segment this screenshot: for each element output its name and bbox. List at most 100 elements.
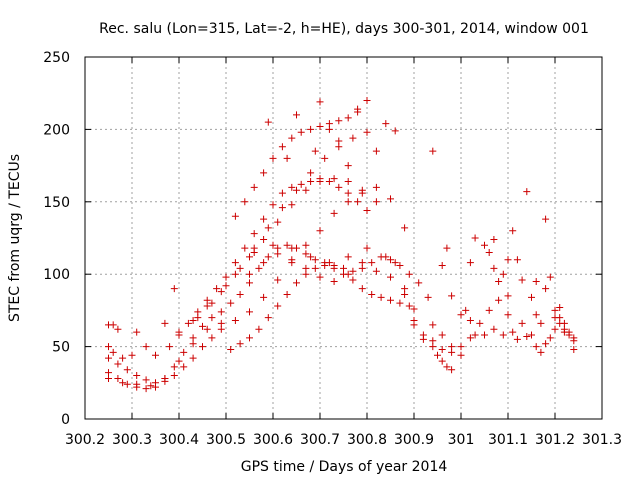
data-point <box>387 195 394 203</box>
data-point <box>457 311 465 319</box>
x-tick-label: 300.7 <box>300 432 340 448</box>
data-point <box>114 360 122 368</box>
data-point <box>490 325 498 333</box>
data-point <box>532 277 540 285</box>
data-point <box>133 380 141 388</box>
x-tick-label: 300.5 <box>206 432 246 448</box>
data-point <box>387 256 394 264</box>
data-point <box>283 154 291 162</box>
data-point <box>311 256 319 264</box>
x-tick-label: 301 <box>448 432 475 448</box>
data-point <box>274 302 282 310</box>
data-point <box>246 270 253 278</box>
data-point <box>429 147 437 155</box>
data-point <box>387 296 394 304</box>
data-point <box>274 250 282 258</box>
data-point <box>184 319 192 327</box>
data-point <box>217 308 225 316</box>
y-tick-label: 200 <box>43 122 70 138</box>
data-point <box>358 186 366 194</box>
data-point <box>170 372 178 380</box>
data-point <box>401 224 409 232</box>
data-point <box>471 234 479 242</box>
data-point <box>335 137 343 145</box>
data-point <box>570 345 578 353</box>
x-tick-labels: 300.2 300.3 300.4 300.5 300.6 300.7 300.8 300.9… <box>65 432 622 448</box>
data-point <box>170 363 178 371</box>
data-point <box>344 114 352 122</box>
data-point <box>485 306 493 314</box>
data-point <box>344 270 352 278</box>
data-point <box>382 253 390 261</box>
data-point <box>551 306 559 314</box>
data-point <box>490 235 498 243</box>
data-point <box>231 270 239 278</box>
data-point <box>396 299 404 307</box>
data-point <box>241 244 249 252</box>
data-point <box>466 317 474 325</box>
data-point <box>495 296 503 304</box>
y-tick-label: 100 <box>43 267 70 283</box>
data-point <box>448 292 456 300</box>
data-point <box>316 98 324 106</box>
x-tick-label: 300.2 <box>65 432 105 448</box>
data-point <box>518 319 526 327</box>
data-point <box>504 311 512 319</box>
data-point <box>246 253 253 261</box>
data-point <box>316 273 324 281</box>
data-point <box>363 206 371 214</box>
data-point <box>532 343 540 351</box>
data-point <box>293 279 300 287</box>
data-point <box>119 354 127 362</box>
data-point <box>283 290 291 298</box>
data-point <box>457 351 465 359</box>
data-point <box>438 345 446 353</box>
data-point <box>354 198 362 206</box>
data-point <box>391 127 399 135</box>
data-point <box>316 227 324 235</box>
data-point <box>114 374 122 382</box>
data-point <box>518 276 526 284</box>
data-point <box>142 343 150 351</box>
x-tick-label: 300.9 <box>394 432 434 448</box>
data-point <box>405 270 413 278</box>
data-point <box>297 128 305 136</box>
data-point <box>288 256 296 264</box>
data-point <box>175 357 183 365</box>
data-point <box>490 264 498 272</box>
data-point <box>260 259 268 267</box>
data-point <box>410 305 418 313</box>
data-point <box>302 241 310 249</box>
data-point <box>542 340 550 348</box>
data-point <box>250 183 258 191</box>
data-point <box>363 244 371 252</box>
data-point <box>560 319 568 327</box>
data-point <box>231 317 239 325</box>
data-point <box>283 241 291 249</box>
data-point <box>354 105 362 113</box>
data-point <box>105 374 112 382</box>
data-point <box>236 290 244 298</box>
data-point <box>203 325 211 333</box>
data-point <box>523 332 531 340</box>
data-point <box>288 201 296 209</box>
data-point <box>372 183 380 191</box>
data-point <box>170 285 178 293</box>
x-tick-label: 300.3 <box>112 432 152 448</box>
y-tick-label: 250 <box>43 50 70 66</box>
data-point <box>260 235 268 243</box>
data-point <box>570 337 578 345</box>
data-point <box>434 351 441 359</box>
data-point <box>246 308 253 316</box>
data-point <box>311 264 319 272</box>
plot-border <box>84 56 603 420</box>
data-point <box>349 134 357 142</box>
data-point <box>278 143 286 151</box>
data-point <box>269 154 277 162</box>
data-point <box>208 299 216 307</box>
data-point <box>189 317 197 325</box>
data-point <box>504 292 512 300</box>
data-point <box>448 343 456 351</box>
data-point <box>311 147 319 155</box>
data-point <box>495 277 503 285</box>
